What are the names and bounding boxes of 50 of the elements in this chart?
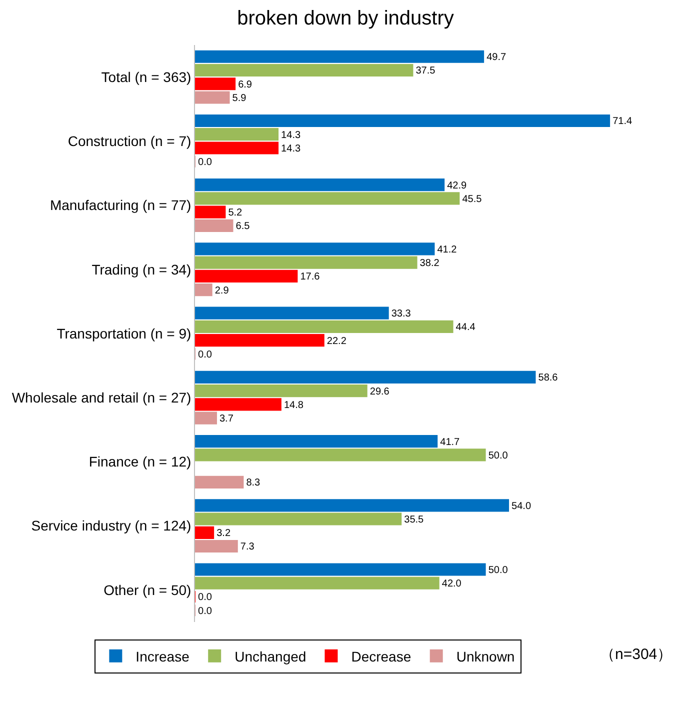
data-label: 50.0	[488, 450, 508, 462]
y-tick-label: Wholesale and retail (n = 27)	[12, 390, 192, 406]
legend-label: Increase	[136, 648, 190, 664]
data-label: 6.9	[238, 79, 252, 90]
data-label: 49.7	[486, 52, 507, 64]
text: （n=304）	[600, 646, 672, 663]
y-tick-label: Construction (n = 7)	[68, 133, 192, 150]
y-tick-label: Total (n = 363)	[101, 68, 192, 85]
data-label: 37.5	[416, 66, 436, 77]
data-label: 42.9	[447, 180, 468, 192]
data-label: 38.2	[420, 258, 440, 270]
data-label: 7.3	[240, 542, 255, 553]
y-tick-label: Transportation (n = 9)	[56, 325, 192, 342]
data-label: 14.3	[281, 143, 301, 154]
data-label: 2.9	[214, 285, 230, 296]
data-label: 41.2	[437, 244, 458, 256]
data-label: 35.5	[404, 514, 424, 526]
legend-label: Decrease	[351, 648, 412, 664]
data-label: 6.5	[236, 221, 250, 232]
data-label: 41.7	[440, 436, 460, 448]
data-label: 54.0	[512, 500, 532, 512]
data-label: 14.8	[284, 400, 304, 411]
data-label: 58.6	[538, 372, 558, 384]
y-tick-label: Trading (n = 34)	[92, 261, 192, 278]
data-label: 42.0	[442, 578, 462, 590]
data-label: 0.0	[198, 606, 212, 617]
data-label: 0.0	[198, 157, 212, 168]
data-label: 5.9	[232, 92, 247, 104]
data-label: 14.3	[281, 130, 301, 141]
data-label: 45.5	[462, 194, 482, 205]
legend-label: Unchanged	[234, 648, 306, 664]
data-label: 22.2	[326, 336, 347, 347]
y-tick-label: Manufacturing (n = 77)	[50, 197, 192, 214]
data-label: 0.0	[198, 592, 212, 604]
data-label: 3.7	[219, 414, 234, 425]
data-label: 0.0	[198, 349, 212, 360]
legend-label: Unknown	[456, 648, 515, 664]
y-tick-label: Service industry (n = 124)	[31, 518, 192, 534]
data-label: 71.4	[612, 116, 632, 128]
y-tick-label: Other (n = 50)	[104, 582, 192, 598]
data-label: 17.6	[300, 272, 320, 283]
data-label: 50.0	[488, 564, 508, 576]
data-label: 8.3	[246, 478, 261, 489]
data-label: 5.2	[228, 208, 243, 219]
data-label: 33.3	[391, 308, 412, 320]
chart-title: broken down by industry	[237, 8, 454, 30]
y-tick-label: Finance (n = 12)	[88, 454, 192, 470]
data-label: 44.4	[456, 322, 476, 334]
data-label: 29.6	[370, 386, 390, 398]
data-label: 3.2	[216, 528, 231, 540]
